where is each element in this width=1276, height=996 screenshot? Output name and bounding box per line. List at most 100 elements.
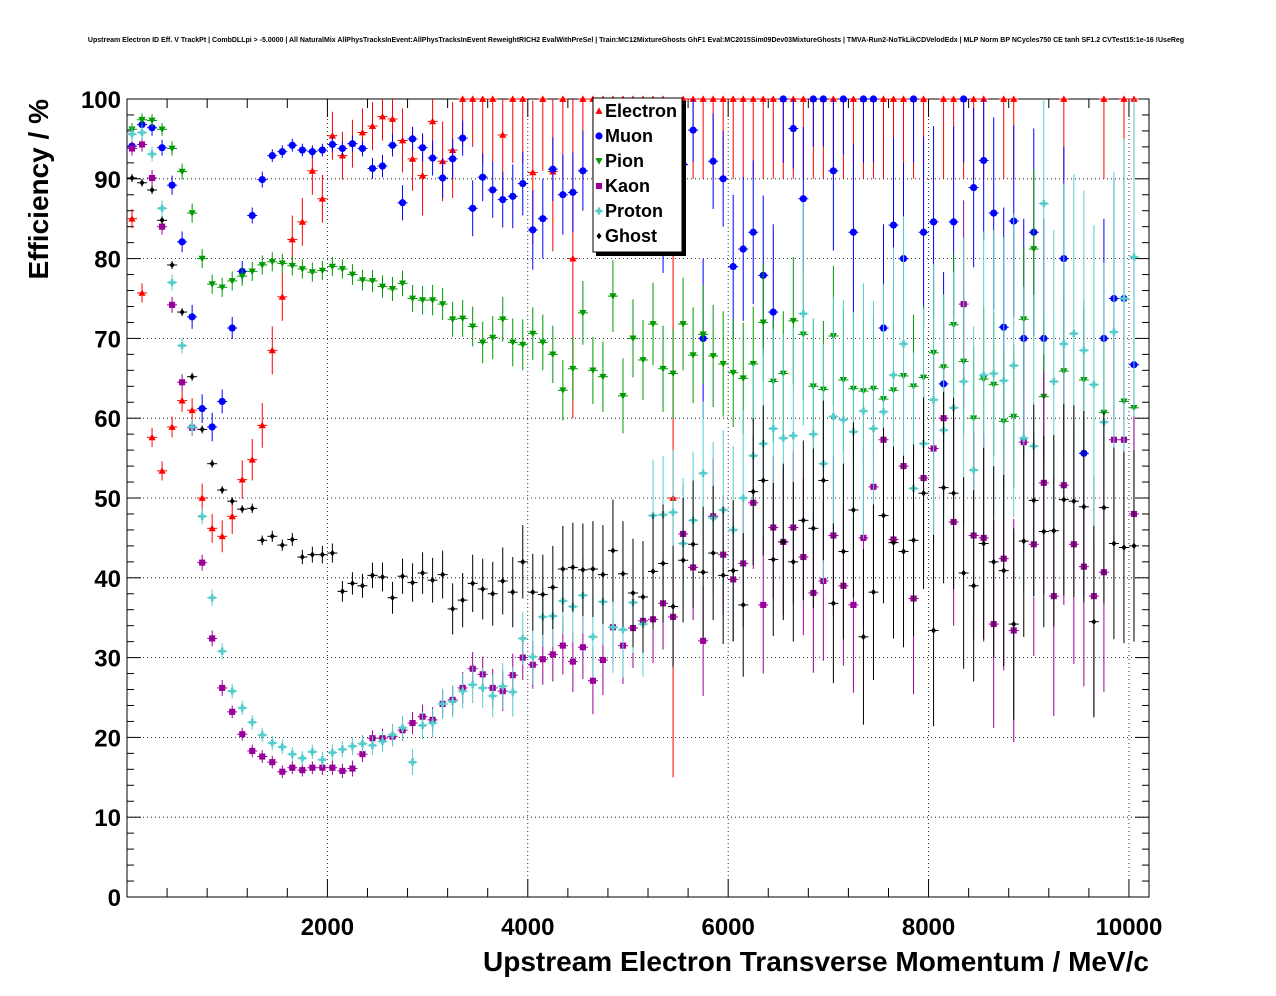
data-point	[258, 175, 266, 184]
data-point	[128, 215, 136, 222]
data-point	[1060, 95, 1068, 102]
data-point	[529, 226, 537, 234]
data-point	[519, 634, 527, 643]
y-tick-label: 0	[108, 885, 121, 912]
data-point	[158, 467, 166, 474]
data-point	[1110, 328, 1118, 336]
data-point	[148, 150, 156, 158]
data-point	[510, 588, 516, 596]
data-point	[228, 512, 236, 520]
data-point	[168, 145, 176, 153]
x-axis-title: Upstream Electron Transverse Momentum / …	[483, 946, 1149, 977]
data-point	[1001, 567, 1007, 574]
data-point	[298, 754, 306, 762]
data-point	[780, 538, 786, 546]
data-point	[1120, 95, 1128, 102]
data-point	[599, 373, 607, 381]
data-point	[459, 315, 467, 323]
data-point	[189, 373, 195, 380]
data-point	[499, 195, 507, 204]
data-point	[709, 353, 717, 360]
data-point	[539, 95, 547, 102]
data-point	[208, 594, 216, 602]
data-point	[850, 601, 857, 608]
data-point	[499, 131, 507, 138]
data-point	[248, 456, 256, 463]
data-point	[980, 95, 988, 102]
legend-label: Pion	[605, 151, 644, 171]
data-point	[950, 218, 958, 226]
data-point	[410, 579, 416, 586]
data-point	[138, 128, 146, 137]
data-point	[288, 750, 296, 758]
data-point	[889, 95, 898, 102]
data-point	[770, 556, 776, 563]
data-point	[349, 765, 356, 772]
data-point	[649, 321, 657, 328]
data-point	[168, 181, 176, 189]
data-point	[378, 283, 387, 291]
data-point	[169, 261, 175, 269]
data-point	[529, 330, 537, 338]
data-point	[529, 168, 537, 176]
data-point	[519, 179, 527, 188]
data-point	[509, 95, 517, 102]
data-point	[428, 154, 437, 162]
data-point	[970, 95, 978, 102]
data-point	[149, 186, 155, 194]
data-point	[590, 565, 596, 573]
data-point	[921, 489, 927, 497]
data-point	[218, 647, 226, 655]
data-point	[449, 316, 457, 323]
data-point	[499, 682, 507, 690]
data-point	[669, 370, 677, 378]
data-point	[879, 95, 888, 102]
data-point	[689, 352, 697, 359]
data-point	[1130, 253, 1138, 261]
data-point	[810, 525, 816, 532]
data-point	[1021, 537, 1027, 545]
data-point	[368, 122, 377, 130]
data-point	[900, 548, 907, 555]
data-point	[719, 95, 727, 102]
y-tick-label: 10	[94, 805, 121, 832]
data-point	[420, 569, 426, 577]
data-point	[268, 346, 276, 354]
legend-item-proton: Proton	[595, 201, 663, 221]
data-point	[288, 141, 296, 149]
data-point	[1031, 497, 1037, 504]
data-point	[941, 484, 947, 491]
data-point	[1071, 497, 1077, 505]
data-point	[1081, 503, 1087, 511]
data-point	[559, 642, 566, 649]
data-point	[569, 255, 577, 262]
data-point	[479, 95, 487, 102]
data-point	[318, 195, 326, 202]
data-point	[779, 434, 787, 442]
data-point	[219, 486, 225, 494]
data-point	[408, 155, 417, 162]
data-point	[198, 255, 206, 263]
data-point	[168, 423, 176, 430]
legend-shadow-bottom	[596, 252, 685, 256]
data-point	[889, 221, 898, 229]
data-point	[249, 505, 255, 512]
data-point	[138, 141, 146, 148]
data-point	[378, 737, 387, 745]
data-point	[559, 387, 567, 394]
data-point	[1010, 361, 1018, 370]
data-point	[889, 371, 898, 379]
y-tick-label: 80	[94, 247, 121, 274]
data-point	[769, 308, 777, 316]
data-point	[749, 228, 757, 236]
data-point	[1100, 95, 1108, 102]
data-point	[859, 407, 868, 415]
data-point	[569, 365, 577, 373]
legend-item-kaon: Kaon	[595, 176, 650, 196]
data-point	[298, 266, 306, 273]
data-point	[138, 116, 146, 124]
legend-label: Kaon	[605, 176, 650, 196]
data-point	[198, 494, 206, 501]
data-point	[760, 601, 767, 608]
data-point	[759, 319, 767, 327]
